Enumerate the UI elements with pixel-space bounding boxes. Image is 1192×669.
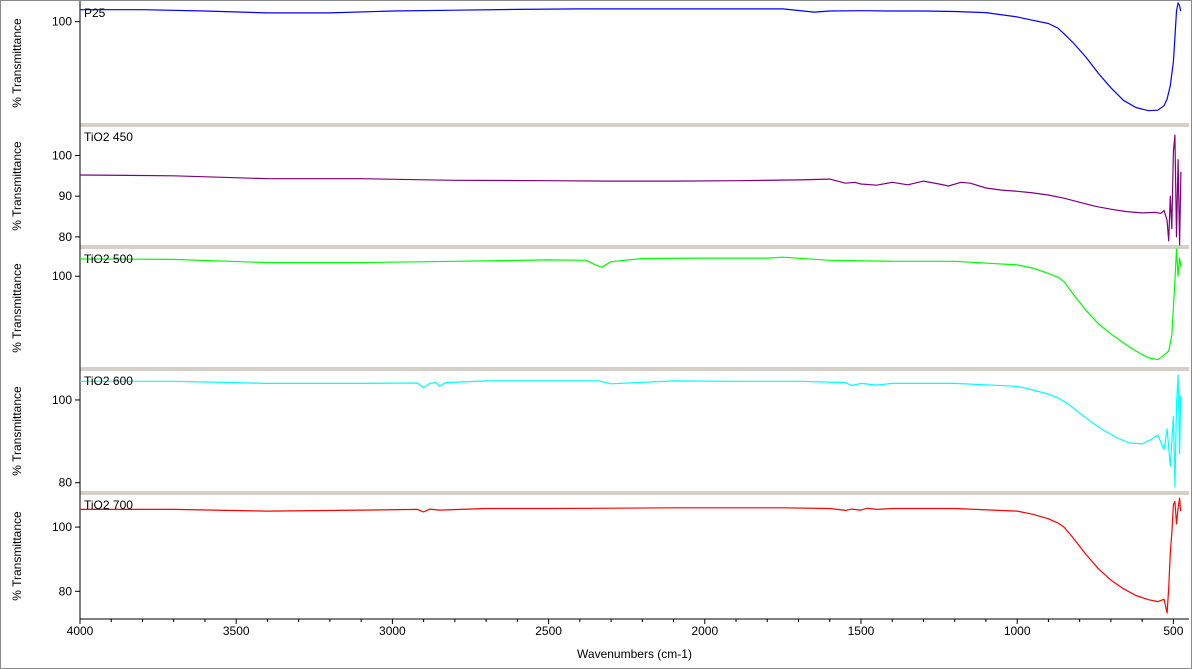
x-tick-label: 1500 <box>848 624 875 638</box>
y-tick-label: 100 <box>52 269 72 283</box>
panel-title: TiO2 700 <box>84 498 133 512</box>
panel-separator <box>80 367 1189 371</box>
y-axis-label: % Transmittance <box>10 511 24 601</box>
panel-title: TiO2 500 <box>84 252 133 266</box>
panel-separator <box>80 123 1189 127</box>
panel-title: TiO2 450 <box>84 130 133 144</box>
panel-separator <box>80 245 1189 249</box>
panel-separator <box>80 491 1189 495</box>
y-axis-label: % Transmittance <box>10 18 24 108</box>
x-tick-label: 3000 <box>379 624 406 638</box>
spectrum-line <box>79 134 1182 246</box>
panel: % Transmittance 100 P25 <box>10 1 1182 125</box>
y-tick-label: 100 <box>52 393 72 407</box>
x-tick-label: 4000 <box>67 624 94 638</box>
panel: % Transmittance 100 80 TiO2 600 <box>10 369 1182 493</box>
spectrum-line <box>80 2 1182 112</box>
x-tick-label: 3500 <box>223 624 250 638</box>
y-tick-label: 100 <box>52 15 72 29</box>
panel: % Transmittance 100 TiO2 500 <box>10 247 1182 369</box>
y-tick-label: 80 <box>59 584 73 598</box>
x-tick-label: 2000 <box>691 624 718 638</box>
x-tick-label: 1000 <box>1004 624 1031 638</box>
panel-title: TiO2 600 <box>84 374 133 388</box>
spectrum-line <box>80 497 1182 614</box>
panel: % Transmittance 100 80 TiO2 700 <box>10 493 1182 619</box>
x-axis-label: Wavenumbers (cm-1) <box>577 647 692 661</box>
x-tick-label: 2500 <box>535 624 562 638</box>
y-axis-label: % Transmittance <box>10 141 24 231</box>
y-tick-label: 80 <box>59 476 73 490</box>
x-tick-label: 500 <box>1163 624 1183 638</box>
y-axis-label: % Transmittance <box>10 263 24 353</box>
y-tick-label: 100 <box>52 148 72 162</box>
panel: % Transmittance 100 90 80 TiO2 450 <box>10 125 1182 247</box>
y-tick-label: 100 <box>52 520 72 534</box>
spectrum-line <box>79 248 1182 361</box>
spectrum-line <box>80 374 1182 488</box>
y-tick-label: 80 <box>59 230 73 244</box>
panel-title: P25 <box>84 6 106 20</box>
y-tick-label: 90 <box>59 189 73 203</box>
y-axis-label: % Transmittance <box>10 386 24 476</box>
